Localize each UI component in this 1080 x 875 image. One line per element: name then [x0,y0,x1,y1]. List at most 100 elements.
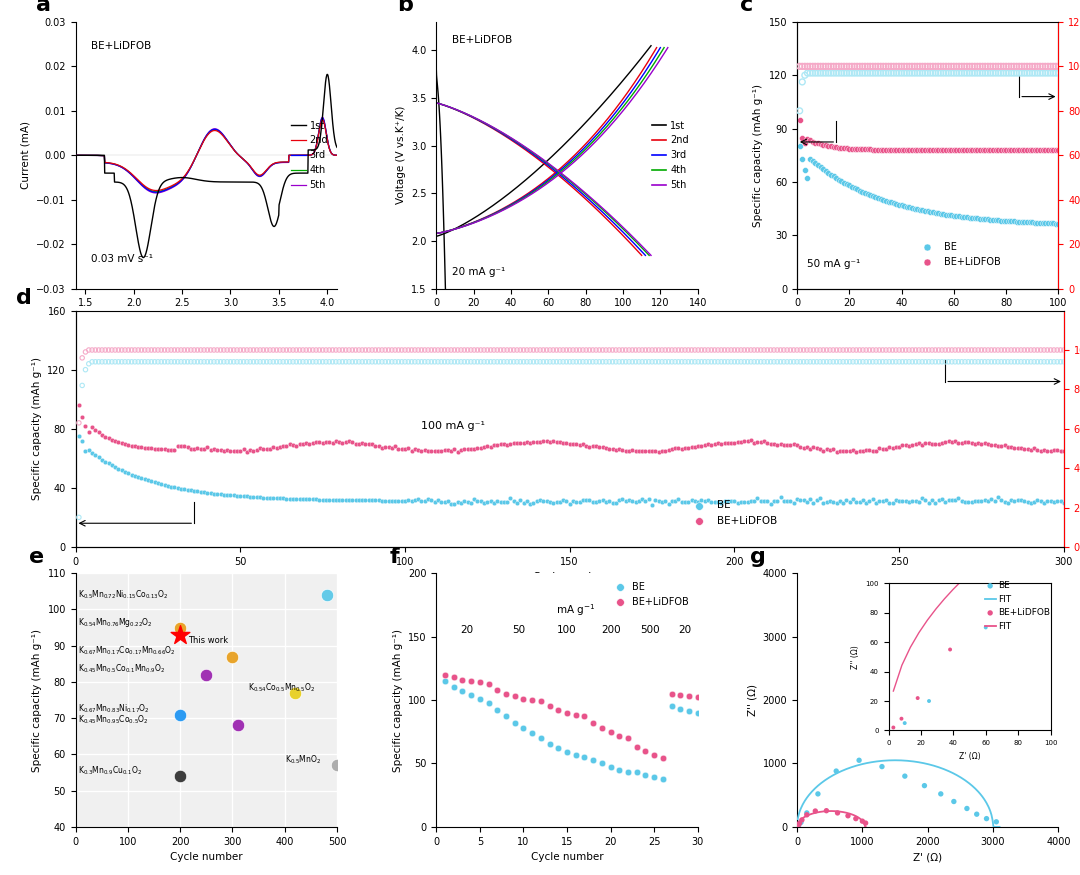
Point [1024,215,1041,229]
Point [801,442,819,456]
Point [877,193,894,207]
Point [974,212,991,226]
Point [413,343,430,357]
Point [218,343,235,357]
Point [1000,143,1017,157]
Point [897,438,915,452]
Point [672,702,689,716]
Point [640,343,658,357]
Point [989,490,1007,504]
Point [676,343,693,357]
Point [660,443,677,457]
Point [745,355,762,369]
Point [498,687,515,701]
Point [548,343,565,357]
Point [544,343,562,357]
Point [208,343,226,357]
Point [953,343,970,357]
Point [123,343,140,357]
2nd [228,145,241,156]
Point [706,437,724,451]
Point [940,493,957,507]
Point [809,158,826,172]
Point [454,684,471,698]
Point [195,355,213,369]
Point [396,442,414,456]
Point [173,481,190,495]
Point [663,343,680,357]
Point [854,444,872,458]
Point [446,497,463,511]
Point [748,355,766,369]
Point [986,438,1003,452]
Point [663,687,680,701]
Point [683,493,700,507]
Point [1039,343,1056,357]
Point [518,435,536,449]
Point [796,136,813,150]
Point [541,355,558,369]
Point [436,494,454,508]
Point [814,343,832,357]
Point [324,493,341,507]
Text: BE+LiDFOB: BE+LiDFOB [453,35,512,46]
2nd [316,115,329,125]
Point [984,143,1001,157]
Point [809,787,826,801]
1st [321,69,334,80]
Point [877,493,894,507]
Point [278,355,295,369]
Point [858,496,875,510]
Point [613,492,631,506]
Point [917,343,934,357]
Point [849,66,866,80]
Point [825,495,842,509]
Point [475,496,492,510]
Point [1012,343,1029,357]
Point [400,343,417,357]
Point [887,439,904,453]
Point [620,493,637,507]
Point [390,355,407,369]
Point [235,442,253,456]
Point [96,355,113,369]
Point [713,496,730,510]
Point [880,355,897,369]
Point [284,343,301,357]
Point [856,186,874,200]
Point [281,343,298,357]
Point [794,75,811,89]
Point [893,199,910,213]
Point [377,343,394,357]
Point [697,343,714,357]
Point [318,588,335,602]
Point [818,164,835,178]
Point [657,355,674,369]
Point [838,343,855,357]
Point [796,163,813,177]
Point [1000,66,1017,80]
Point [853,143,870,157]
Point [949,491,967,505]
Point [653,355,671,369]
Point [831,60,848,74]
Point [604,496,621,510]
Point [838,493,855,507]
Point [996,438,1013,452]
Point [110,355,127,369]
Point [700,493,717,507]
Point [820,139,837,153]
Point [205,355,222,369]
Point [921,66,939,80]
Point [548,355,565,369]
Point [162,343,179,357]
Point [271,343,288,357]
Point [854,493,872,507]
Point [183,355,200,369]
Point [880,343,897,357]
Point [1036,444,1053,458]
Point [821,494,838,508]
Legend: 1st, 2nd, 3rd, 4th, 5th: 1st, 2nd, 3rd, 4th, 5th [287,116,333,194]
Point [801,355,819,369]
Point [107,460,124,474]
